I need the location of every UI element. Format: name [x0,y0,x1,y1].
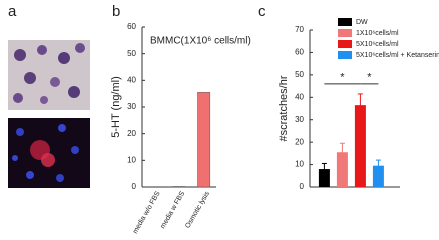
chart-title: BMMC(1X10⁶ cells/ml) [150,36,251,47]
y-axis-label: #scratches/hr [278,75,290,141]
y-tick-label: 40 [295,92,304,101]
panel-label: a [8,3,17,20]
y-tick-label: 50 [295,70,304,79]
y-tick-label: 50 [127,49,136,58]
micrograph-stained [8,40,90,110]
y-tick-label: 60 [295,48,304,57]
legend-label: 5X10⁶cells/ml [356,41,399,48]
y-tick-label: 30 [295,115,304,124]
bar [372,165,384,187]
y-tick-label: 0 [132,182,137,191]
x-tick-label: media w/o FBS [132,190,162,235]
y-tick-label: 70 [295,25,304,34]
legend-swatch [338,29,352,37]
legend-swatch [338,18,352,26]
y-tick-label: 10 [295,160,304,169]
bar [354,105,366,187]
y-tick-label: 20 [295,137,304,146]
bar [336,152,348,187]
panel-label: b [112,3,120,20]
y-axis-label: 5-HT (ng/ml) [110,76,122,138]
bar [197,92,211,188]
legend-swatch [338,40,352,48]
panel-label: c [258,3,266,20]
legend-label: DW [356,19,368,26]
annotation: * [367,72,372,84]
micrograph-fluorescent [8,118,90,188]
x-tick-label: media w FBS [159,190,186,230]
legend-label: 1X10⁶cells/ml [356,30,399,37]
legend-swatch [338,51,352,59]
y-tick-label: 10 [127,155,136,164]
y-tick-label: 20 [127,129,136,138]
y-tick-label: 60 [127,22,136,31]
bar [172,186,186,188]
x-tick-label: Osmotic lysis [184,190,211,230]
y-tick-label: 40 [127,75,136,84]
y-tick-label: 30 [127,102,136,111]
bar [318,169,330,187]
legend-label: 5X10⁶cells/ml + Ketanserin [356,52,439,59]
annotation: * [340,72,345,84]
y-tick-label: 0 [300,182,305,191]
